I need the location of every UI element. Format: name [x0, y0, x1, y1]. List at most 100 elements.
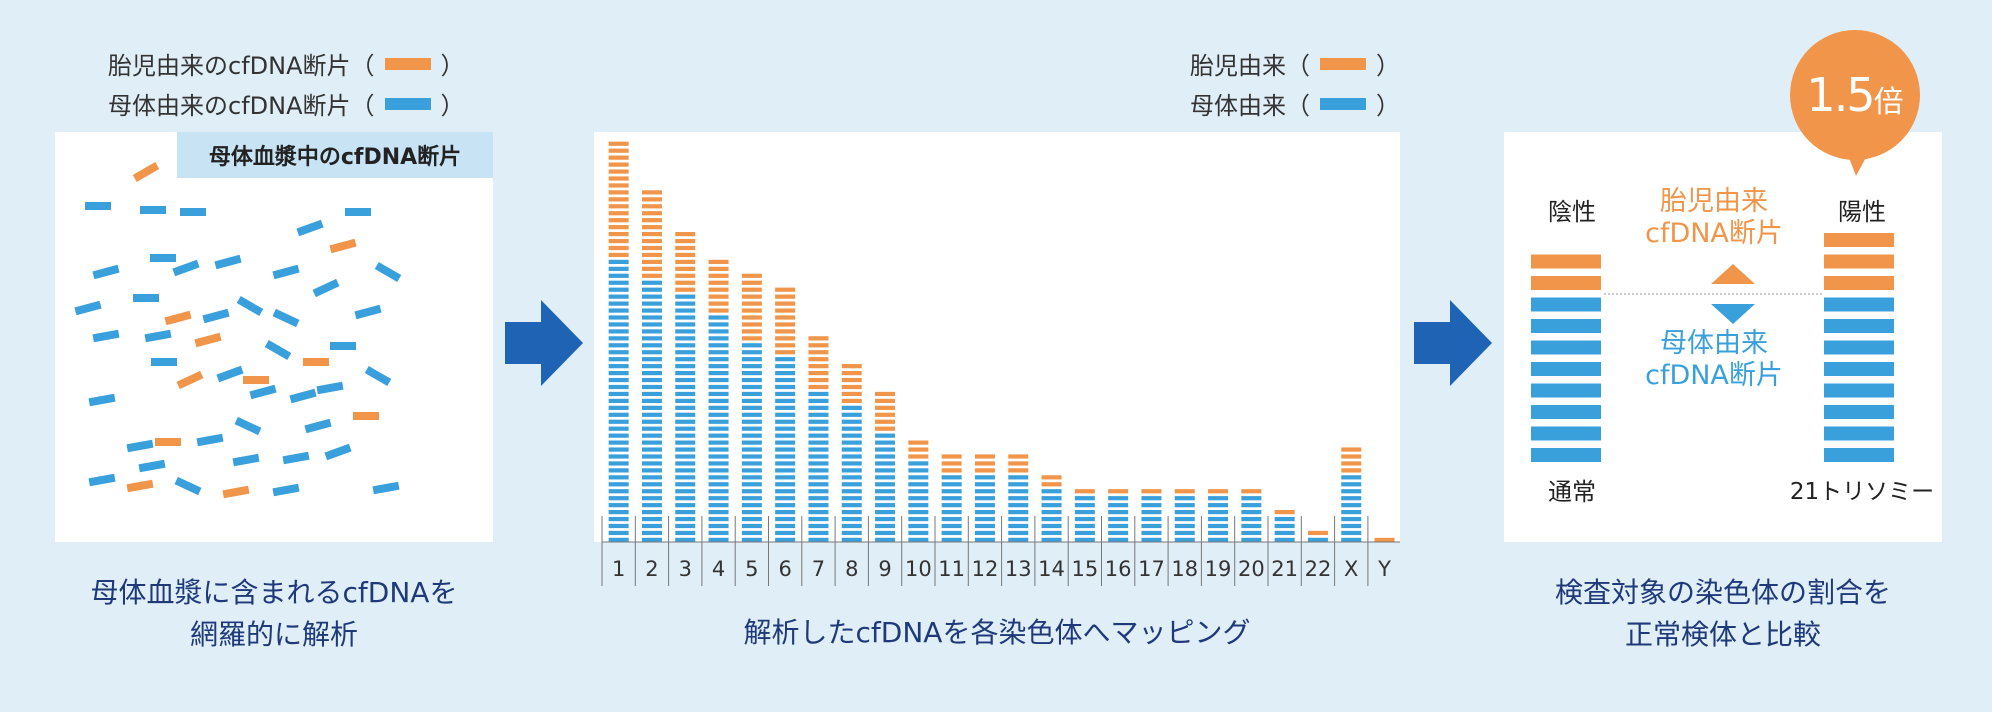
maternal-fragment — [85, 202, 111, 210]
maternal-bar-segment — [808, 426, 829, 431]
fetal-bar-segment — [641, 190, 662, 195]
fetal-bar-segment — [608, 245, 629, 251]
maternal-bar-segment — [741, 475, 762, 480]
maternal-bar-segment — [1074, 503, 1095, 508]
maternal-bar-segment — [1341, 530, 1362, 536]
maternal-bar-segment — [808, 510, 829, 515]
fetal-bar-segment — [841, 398, 862, 403]
maternal-bar-segment — [608, 510, 629, 515]
maternal-bar-segment — [775, 468, 796, 473]
maternal-bar-segment — [875, 510, 896, 515]
maternal-bar-segment — [1041, 516, 1062, 522]
comparison-caption: 検査対象の染色体の割合を 正常検体と比較 — [1504, 572, 1942, 656]
fetal-bar-segment — [1041, 475, 1062, 480]
maternal-bar-segment — [908, 503, 929, 508]
fetal-bar-segment — [641, 245, 662, 251]
fetal-bar-segment — [708, 259, 729, 264]
maternal-bar-segment — [1108, 537, 1129, 542]
maternal-bar-segment — [1274, 537, 1295, 542]
fetal-fragment-label: 胎児由来 cfDNA断片 — [1604, 186, 1824, 250]
fetal-bar-segment — [608, 169, 629, 174]
fetal-bar-segment — [775, 315, 796, 320]
maternal-bar-segment — [708, 482, 729, 487]
maternal-stack-bar — [1824, 448, 1894, 462]
maternal-bar-segment — [1208, 523, 1229, 529]
maternal-bar-segment — [1041, 537, 1062, 542]
maternal-bar-segment — [608, 412, 629, 417]
fetal-fragment — [353, 412, 379, 420]
maternal-bar-segment — [608, 384, 629, 390]
chromosome-tick-label: 4 — [712, 557, 725, 581]
legend-fetal-label: 胎児由来 — [1190, 52, 1286, 80]
fetal-bar-segment — [708, 280, 729, 285]
fetal-swatch — [1320, 57, 1366, 70]
maternal-bar-segment — [841, 503, 862, 508]
maternal-bar-segment — [1141, 537, 1162, 542]
maternal-bar-segment — [641, 537, 662, 542]
fetal-bar-segment — [1274, 510, 1295, 515]
maternal-fragment — [144, 329, 172, 343]
fetal-bar-segment — [1341, 461, 1362, 466]
maternal-bar-segment — [741, 433, 762, 438]
fetal-bar-segment — [675, 266, 696, 271]
maternal-bar-segment — [808, 412, 829, 417]
maternal-bar-segment — [775, 419, 796, 424]
maternal-bar-segment — [708, 412, 729, 417]
maternal-fragment — [272, 483, 300, 497]
maternal-bar-segment — [641, 503, 662, 508]
fetal-stack-bar — [1531, 276, 1601, 290]
fetal-bar-segment — [641, 225, 662, 230]
maternal-bar-segment — [875, 537, 896, 542]
maternal-bar-segment — [775, 503, 796, 508]
fetal-bar-segment — [808, 377, 829, 383]
maternal-bar-segment — [808, 433, 829, 438]
maternal-bar-segment — [1041, 523, 1062, 529]
fetal-bar-segment — [641, 197, 662, 202]
maternal-bar-segment — [1008, 489, 1029, 494]
maternal-bar-segment — [1041, 496, 1062, 501]
fetal-bar-segment — [608, 176, 629, 181]
comparison-panel: 陰性 陽性 胎児由来 cfDNA断片 母体由来 cfDNA断片 通常 21トリソ… — [1504, 132, 1942, 542]
maternal-bar-segment — [608, 315, 629, 320]
fetal-fragment — [132, 162, 160, 182]
maternal-bar-segment — [675, 371, 696, 376]
maternal-bar-segment — [1274, 530, 1295, 536]
maternal-bar-segment — [875, 475, 896, 480]
maternal-bar-segment — [775, 412, 796, 417]
chromosome-bar-chart: 1 2 3 4 5 6 7 8 9 10 11 12 13 14 15 16 17 18 19 20 21 22 X Y — [601, 141, 1400, 586]
maternal-bar-segment — [675, 398, 696, 403]
maternal-bar-segment — [641, 447, 662, 452]
maternal-fragment — [196, 433, 224, 447]
maternal-bar-segment — [641, 454, 662, 459]
maternal-bar-segment — [841, 440, 862, 445]
maternal-bar-segment — [775, 537, 796, 542]
maternal-bar-segment — [741, 461, 762, 466]
arrow-right-icon — [1414, 300, 1492, 386]
fetal-bar-segment — [775, 301, 796, 306]
plasma-panel-tag: 母体血漿中のcfDNA断片 — [177, 132, 493, 178]
maternal-bar-segment — [841, 482, 862, 487]
maternal-bar-segment — [608, 475, 629, 480]
maternal-bar-segment — [841, 537, 862, 542]
maternal-bar-segment — [808, 503, 829, 508]
fetal-bar-segment — [974, 454, 995, 459]
maternal-bar-segment — [1041, 530, 1062, 536]
maternal-bar-segment — [675, 294, 696, 299]
maternal-bar-segment — [741, 398, 762, 403]
up-triangle-icon — [1711, 264, 1755, 284]
fetal-bar-segment — [1041, 482, 1062, 487]
maternal-bar-segment — [908, 468, 929, 473]
maternal-bar-segment — [608, 454, 629, 459]
maternal-bar-segment — [941, 537, 962, 542]
maternal-bar-segment — [1208, 496, 1229, 501]
maternal-bar-segment — [708, 447, 729, 452]
plasma-panel: 母体血漿中のcfDNA断片 — [55, 132, 493, 542]
maternal-bar-segment — [908, 461, 929, 466]
ratio-badge: 1.5 倍 — [1790, 30, 1920, 160]
fetal-bar-segment — [741, 273, 762, 278]
maternal-fragment — [354, 304, 382, 320]
maternal-bar-segment — [775, 371, 796, 376]
fetal-bar-segment — [775, 322, 796, 327]
maternal-bar-segment — [641, 516, 662, 522]
maternal-bar-segment — [641, 489, 662, 494]
